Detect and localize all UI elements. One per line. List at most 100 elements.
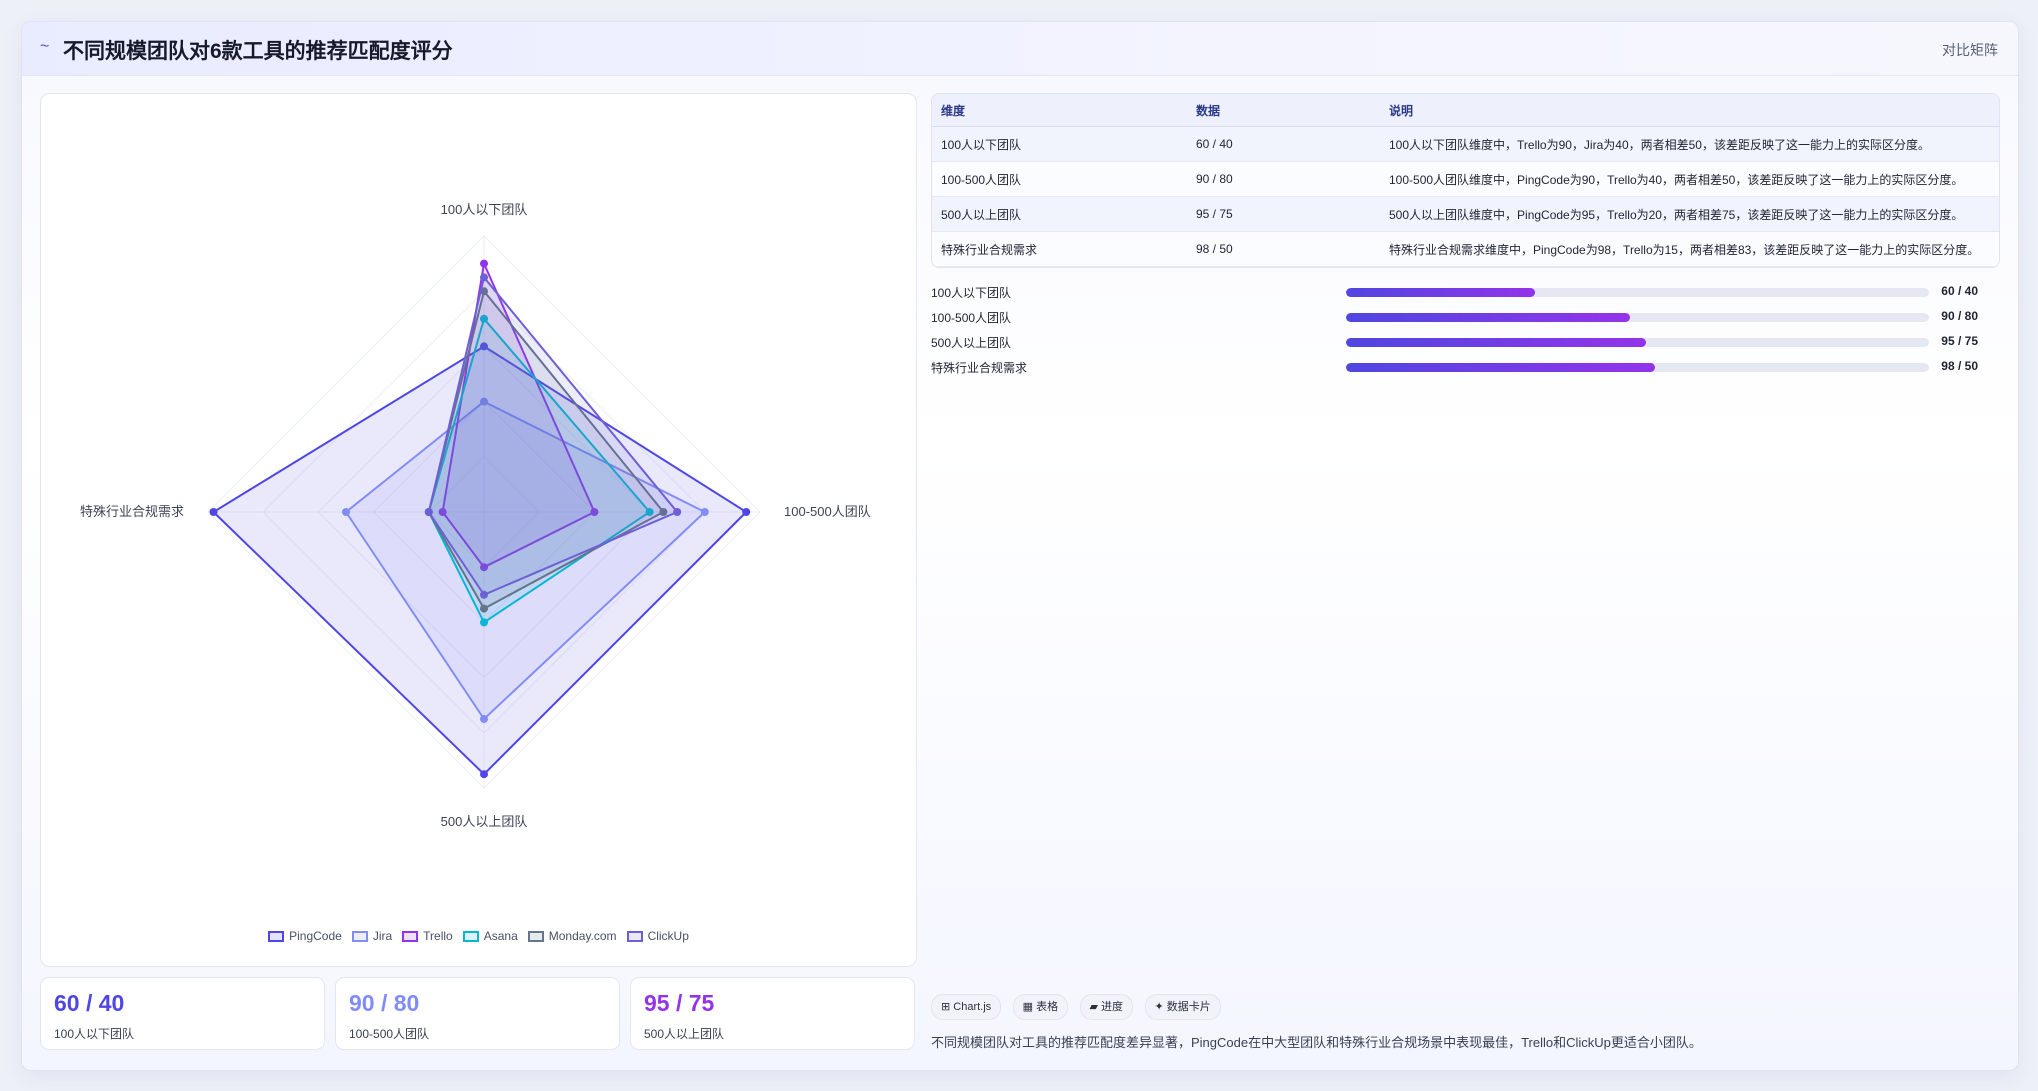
table-row: 500人以上团队 95 / 75 500人以上团队维度中，PingCode为95… [932, 196, 1999, 232]
header-bar: ~ 不同规模团队对6款工具的推荐匹配度评分 对比矩阵 [22, 22, 2018, 76]
stat-card-1: 60 / 40 100人以下团队 [40, 977, 325, 1050]
radar-point [480, 604, 488, 613]
legend-label: Asana [483, 929, 518, 943]
chart-legend: PingCode Jira Trello Asana Monday.com ClickUp [41, 929, 916, 945]
table-cell: 100人以下团队维度中，Trello为90，Jira为40，两者相差50，该差距… [1380, 126, 1999, 162]
radar-chart-panel: 100人以下团队 100-500人团队 500人以上团队 特殊行业合规需求 PingC… [40, 93, 917, 967]
progress-row: 500人以上团队 95 / 75 [931, 330, 1998, 355]
progress-value: 95 / 75 [1941, 334, 1978, 348]
main-card: ~ 不同规模团队对6款工具的推荐匹配度评分 对比矩阵 100人以下团队 100-5… [21, 21, 2019, 1071]
table-cell: 60 / 40 [1187, 126, 1380, 162]
stat-label: 100人以下团队 [54, 1027, 135, 1041]
table-cell: 95 / 75 [1187, 196, 1380, 232]
column-header: 维度 [932, 94, 1187, 127]
progress-fill [1346, 363, 1655, 372]
radar-axis-label: 特殊行业合规需求 [80, 504, 184, 519]
progress-track [1346, 288, 1929, 297]
stat-label: 100-500人团队 [349, 1027, 430, 1041]
chip-chartjs[interactable]: ⊞ Chart.js [931, 994, 1002, 1020]
stat-card-3: 95 / 75 500人以上团队 [630, 977, 915, 1050]
legend-label: Trello [423, 929, 453, 943]
radar-point [673, 508, 682, 516]
radar-point [480, 563, 488, 572]
column-header: 数据 [1187, 94, 1380, 127]
radar-point [480, 770, 488, 779]
progress-fill [1346, 313, 1630, 322]
radar-axis-label: 100人以下团队 [441, 202, 528, 217]
table-cell: 90 / 80 [1187, 161, 1380, 197]
table-cell: 特殊行业合规需求 [932, 231, 1187, 267]
comparison-table: 维度 数据 说明 100人以下团队 60 / 40 100人以下团队维度中，Tr… [931, 93, 2000, 268]
chip-table[interactable]: ▦ 表格 [1012, 994, 1069, 1020]
page-title: 不同规模团队对6款工具的推荐匹配度评分 [63, 40, 453, 63]
radar-point [342, 508, 350, 516]
legend-item[interactable]: PingCode [268, 929, 342, 943]
legend-item[interactable]: Jira [351, 929, 393, 943]
legend-label: PingCode [289, 929, 342, 943]
table-row: 100人以下团队 60 / 40 100人以下团队维度中，Trello为90，J… [932, 126, 1999, 162]
summary-text: 不同规模团队对工具的推荐匹配度差异显著，PingCode在中大型团队和特殊行业合… [931, 1035, 1702, 1050]
progress-label: 特殊行业合规需求 [931, 361, 1028, 375]
progress-value: 98 / 50 [1941, 359, 1978, 373]
radar-point [480, 590, 488, 599]
legend-item[interactable]: ClickUp [626, 929, 689, 943]
progress-row: 100人以下团队 60 / 40 [931, 280, 1998, 305]
tag-chips: ⊞ Chart.js ▦ 表格 ▰ 进度 ✦ 数据卡片 [931, 994, 1228, 1020]
table-cell: 100-500人团队 [932, 161, 1187, 197]
table-row: 100-500人团队 90 / 80 100-500人团队维度中，PingCod… [932, 161, 1999, 197]
radar-axis-label: 100-500人团队 [784, 504, 871, 519]
progress-track [1346, 313, 1929, 322]
legend-swatch [402, 930, 419, 942]
radar-point [480, 314, 488, 323]
progress-bars: 100人以下团队 60 / 40 100-500人团队 90 / 80 500人… [931, 280, 1998, 380]
progress-row: 100-500人团队 90 / 80 [931, 305, 1998, 330]
legend-item[interactable]: Monday.com [527, 929, 617, 943]
radar-point [700, 508, 709, 516]
chip-data-card[interactable]: ✦ 数据卡片 [1144, 994, 1221, 1020]
progress-track [1346, 363, 1929, 372]
radar-point [645, 508, 654, 516]
trend-icon: ~ [40, 38, 50, 55]
radar-point [438, 508, 447, 516]
stat-value: 95 / 75 [644, 990, 715, 1016]
progress-value: 90 / 80 [1941, 309, 1978, 323]
radar-point [590, 508, 599, 516]
legend-swatch [462, 930, 479, 942]
radar-point [480, 618, 488, 627]
legend-item[interactable]: Asana [462, 929, 518, 943]
progress-fill [1346, 288, 1536, 297]
progress-value: 60 / 40 [1941, 284, 1978, 298]
legend-item[interactable]: Trello [402, 929, 453, 943]
progress-fill [1346, 338, 1646, 347]
legend-label: Monday.com [548, 929, 617, 943]
progress-label: 100-500人团队 [931, 311, 1012, 325]
legend-label: ClickUp [647, 929, 689, 943]
stat-value: 60 / 40 [54, 990, 125, 1016]
table-cell: 100-500人团队维度中，PingCode为90，Trello为40，两者相差… [1380, 161, 1999, 197]
radar-point [480, 273, 488, 282]
legend-swatch [527, 930, 544, 942]
table-cell: 100人以下团队 [932, 126, 1187, 162]
table-row: 特殊行业合规需求 98 / 50 特殊行业合规需求维度中，PingCode为98… [932, 231, 1999, 267]
view-mode-label[interactable]: 对比矩阵 [1942, 42, 1998, 58]
progress-row: 特殊行业合规需求 98 / 50 [931, 355, 1998, 380]
progress-track [1346, 338, 1929, 347]
radar-chart: 100人以下团队 100-500人团队 500人以上团队 特殊行业合规需求 [80, 202, 871, 829]
legend-swatch [351, 930, 368, 942]
radar-axis-label: 500人以上团队 [441, 814, 528, 829]
table-cell: 特殊行业合规需求维度中，PingCode为98，Trello为15，两者相差83… [1380, 231, 1999, 267]
radar-point [480, 342, 488, 351]
stat-label: 500人以上团队 [644, 1027, 725, 1041]
table-cell: 500人以上团队维度中，PingCode为95，Trello为20，两者相差75… [1380, 196, 1999, 232]
table-cell: 98 / 50 [1187, 231, 1380, 267]
stat-card-2: 90 / 80 100-500人团队 [335, 977, 620, 1050]
radar-point [480, 715, 488, 723]
legend-swatch [268, 930, 285, 942]
legend-label: Jira [372, 929, 393, 943]
radar-point [742, 508, 751, 516]
radar-point [480, 397, 488, 406]
table-header-row: 维度 数据 说明 [932, 94, 1999, 127]
progress-label: 100人以下团队 [931, 286, 1012, 300]
radar-point [659, 508, 668, 516]
chip-progress[interactable]: ▰ 进度 [1079, 994, 1134, 1020]
